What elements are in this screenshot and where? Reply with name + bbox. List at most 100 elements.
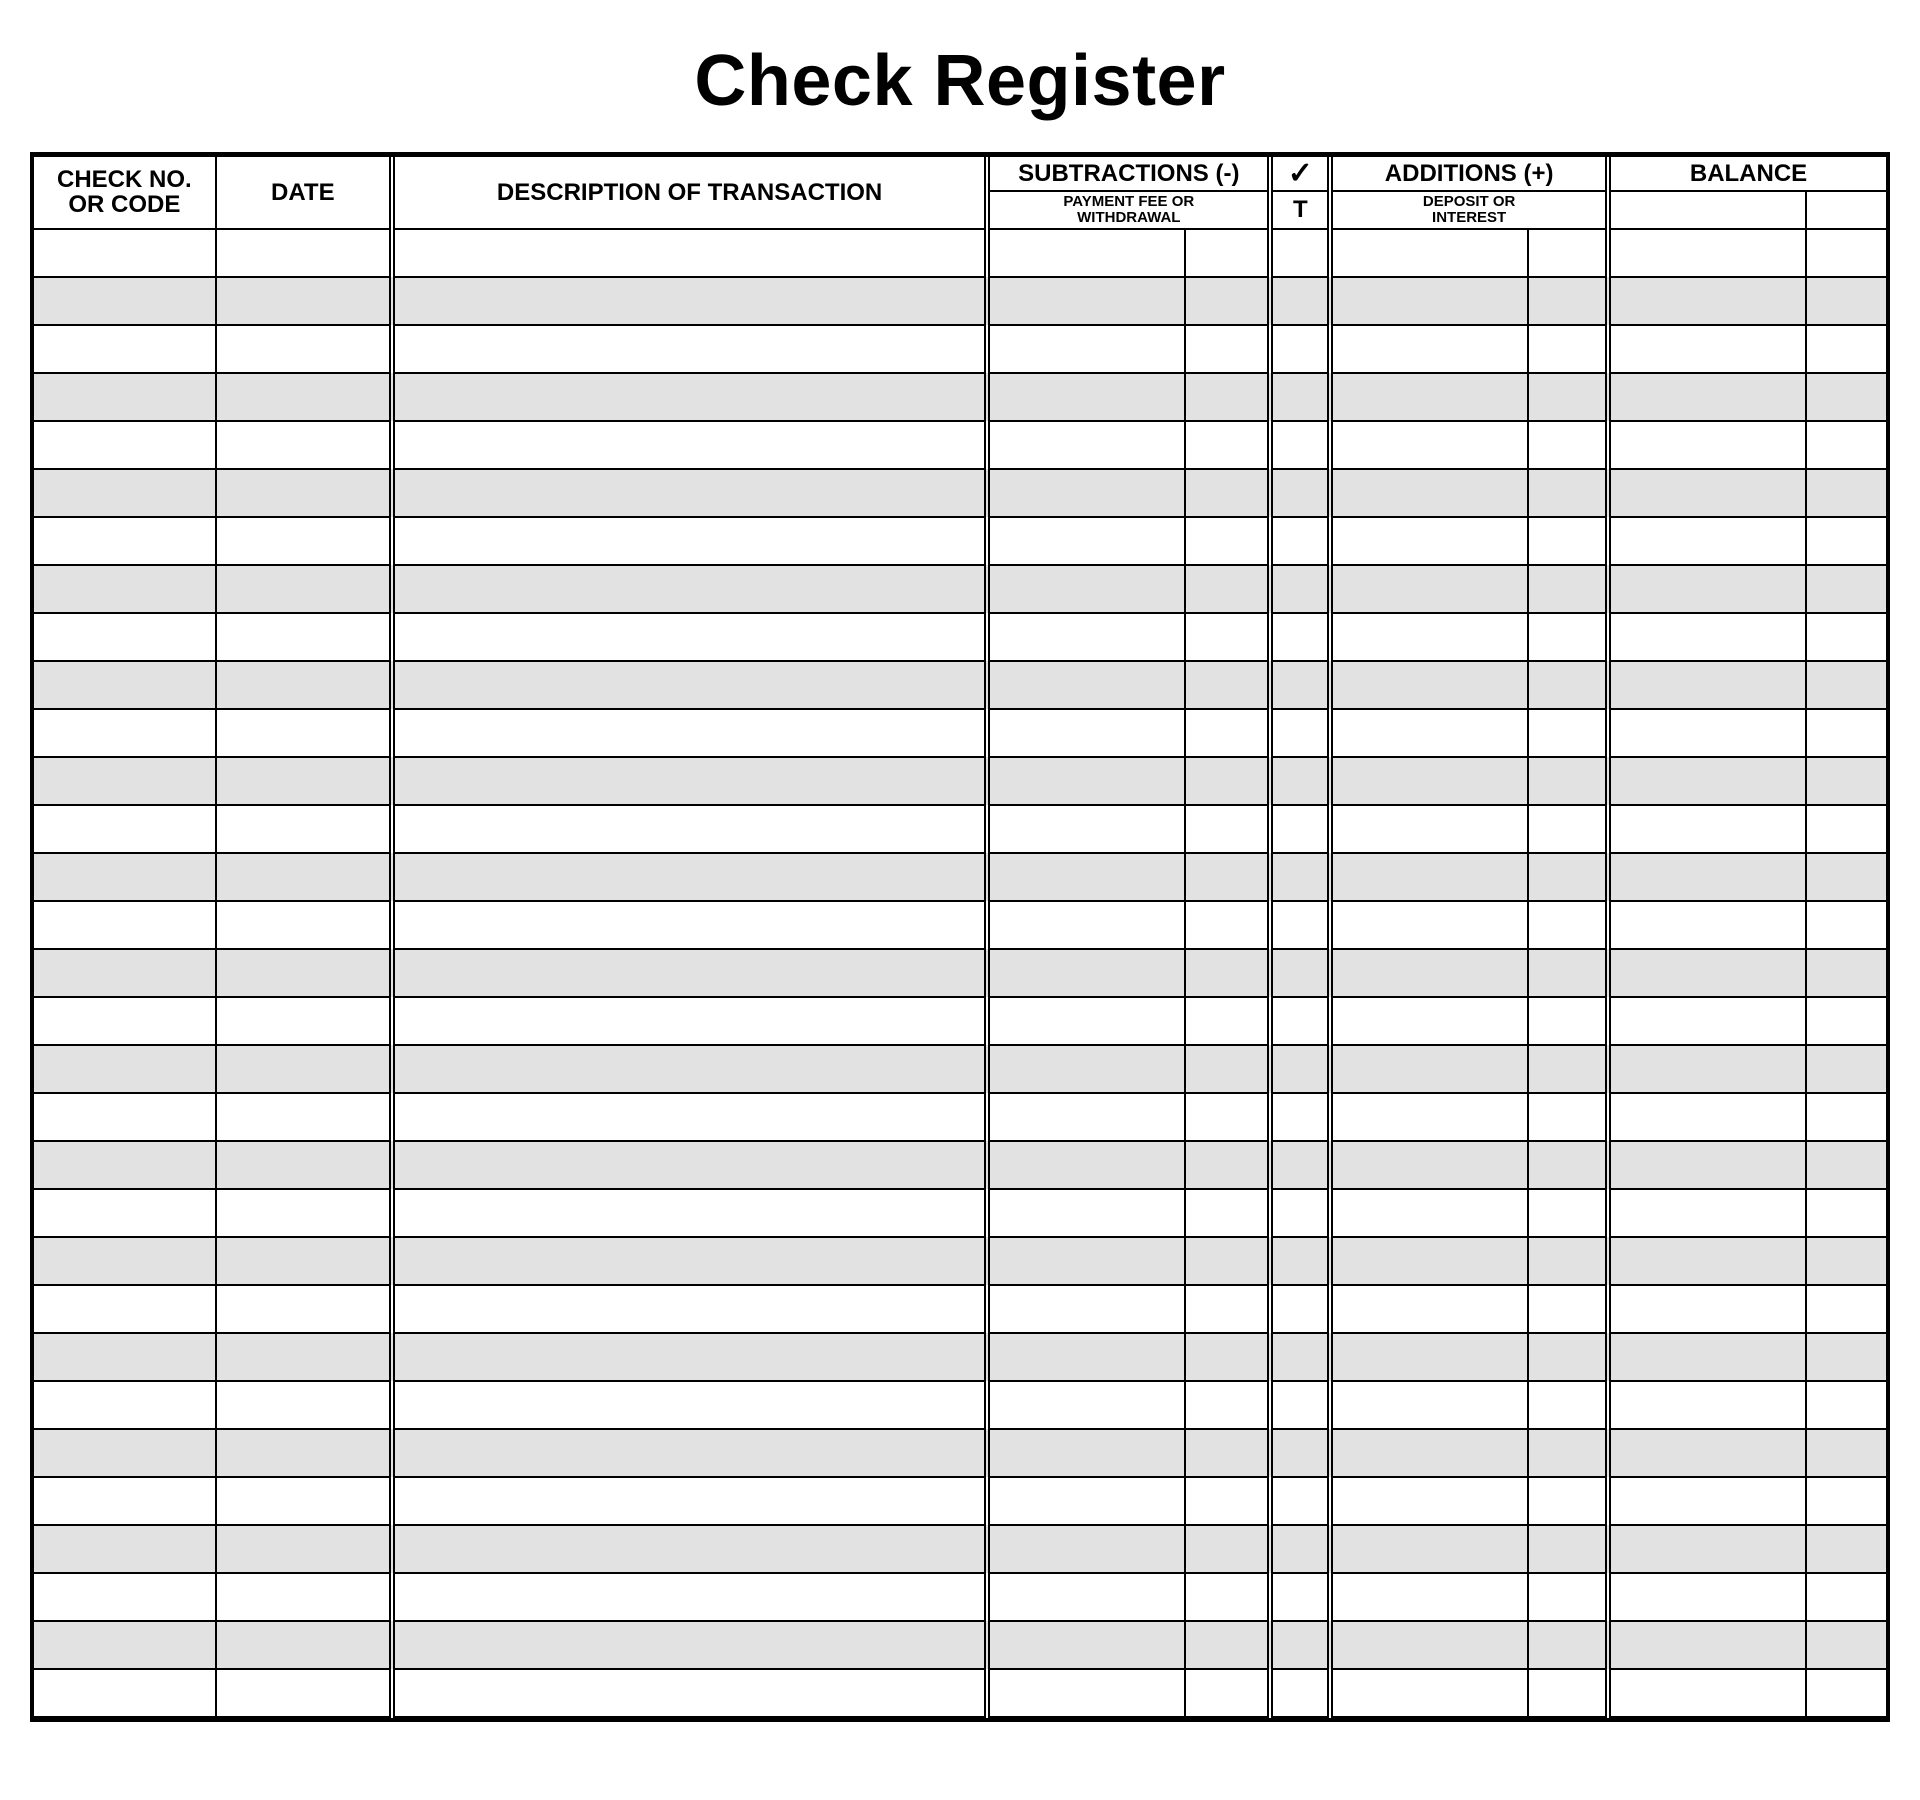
- cell[interactable]: [1270, 997, 1330, 1045]
- table-row[interactable]: [34, 1477, 1886, 1525]
- cell[interactable]: [1608, 1333, 1806, 1381]
- cell[interactable]: [1330, 1045, 1528, 1093]
- cell[interactable]: [216, 1237, 392, 1285]
- cell[interactable]: [1330, 1381, 1528, 1429]
- cell[interactable]: [1185, 1189, 1270, 1237]
- cell[interactable]: [34, 373, 216, 421]
- cell[interactable]: [1528, 1381, 1608, 1429]
- cell[interactable]: [1330, 421, 1528, 469]
- cell[interactable]: [1330, 1237, 1528, 1285]
- cell[interactable]: [1330, 661, 1528, 709]
- cell[interactable]: [1806, 1477, 1886, 1525]
- cell[interactable]: [1270, 1045, 1330, 1093]
- cell[interactable]: [216, 565, 392, 613]
- cell[interactable]: [1806, 565, 1886, 613]
- cell[interactable]: [34, 1045, 216, 1093]
- cell[interactable]: [1528, 1573, 1608, 1621]
- cell[interactable]: [34, 1189, 216, 1237]
- cell[interactable]: [1806, 1333, 1886, 1381]
- cell[interactable]: [34, 661, 216, 709]
- table-row[interactable]: [34, 1093, 1886, 1141]
- cell[interactable]: [1806, 1189, 1886, 1237]
- cell[interactable]: [1806, 1621, 1886, 1669]
- table-row[interactable]: [34, 565, 1886, 613]
- cell[interactable]: [1608, 1189, 1806, 1237]
- cell[interactable]: [1270, 1477, 1330, 1525]
- cell[interactable]: [987, 469, 1185, 517]
- cell[interactable]: [987, 661, 1185, 709]
- cell[interactable]: [392, 565, 987, 613]
- cell[interactable]: [1185, 661, 1270, 709]
- cell[interactable]: [1270, 421, 1330, 469]
- cell[interactable]: [34, 1285, 216, 1333]
- table-row[interactable]: [34, 1333, 1886, 1381]
- cell[interactable]: [1330, 373, 1528, 421]
- cell[interactable]: [216, 949, 392, 997]
- cell[interactable]: [987, 1093, 1185, 1141]
- cell[interactable]: [1270, 805, 1330, 853]
- cell[interactable]: [1330, 1621, 1528, 1669]
- cell[interactable]: [987, 565, 1185, 613]
- cell[interactable]: [34, 1429, 216, 1477]
- cell[interactable]: [216, 853, 392, 901]
- cell[interactable]: [34, 469, 216, 517]
- cell[interactable]: [392, 613, 987, 661]
- cell[interactable]: [216, 1285, 392, 1333]
- cell[interactable]: [216, 709, 392, 757]
- cell[interactable]: [216, 1093, 392, 1141]
- cell[interactable]: [1330, 997, 1528, 1045]
- cell[interactable]: [1528, 805, 1608, 853]
- cell[interactable]: [1608, 997, 1806, 1045]
- cell[interactable]: [1608, 1045, 1806, 1093]
- cell[interactable]: [216, 1141, 392, 1189]
- cell[interactable]: [1330, 613, 1528, 661]
- cell[interactable]: [1185, 613, 1270, 661]
- cell[interactable]: [34, 757, 216, 805]
- cell[interactable]: [1185, 325, 1270, 373]
- cell[interactable]: [1270, 1141, 1330, 1189]
- cell[interactable]: [34, 1333, 216, 1381]
- cell[interactable]: [1608, 805, 1806, 853]
- cell[interactable]: [1806, 277, 1886, 325]
- cell[interactable]: [34, 1141, 216, 1189]
- cell[interactable]: [1528, 1189, 1608, 1237]
- cell[interactable]: [1806, 469, 1886, 517]
- cell[interactable]: [34, 421, 216, 469]
- cell[interactable]: [1608, 1285, 1806, 1333]
- cell[interactable]: [1528, 997, 1608, 1045]
- cell[interactable]: [987, 901, 1185, 949]
- cell[interactable]: [1806, 805, 1886, 853]
- cell[interactable]: [1185, 1621, 1270, 1669]
- cell[interactable]: [1608, 613, 1806, 661]
- cell[interactable]: [987, 853, 1185, 901]
- cell[interactable]: [216, 373, 392, 421]
- cell[interactable]: [34, 1237, 216, 1285]
- cell[interactable]: [1330, 1141, 1528, 1189]
- cell[interactable]: [987, 1285, 1185, 1333]
- cell[interactable]: [1528, 1093, 1608, 1141]
- cell[interactable]: [216, 805, 392, 853]
- cell[interactable]: [1608, 421, 1806, 469]
- cell[interactable]: [392, 949, 987, 997]
- cell[interactable]: [216, 613, 392, 661]
- cell[interactable]: [34, 1669, 216, 1717]
- cell[interactable]: [34, 229, 216, 277]
- cell[interactable]: [216, 1333, 392, 1381]
- cell[interactable]: [1270, 1429, 1330, 1477]
- cell[interactable]: [1330, 1669, 1528, 1717]
- cell[interactable]: [1185, 709, 1270, 757]
- cell[interactable]: [1270, 901, 1330, 949]
- cell[interactable]: [216, 661, 392, 709]
- cell[interactable]: [1806, 901, 1886, 949]
- cell[interactable]: [216, 1525, 392, 1573]
- cell[interactable]: [1806, 1669, 1886, 1717]
- cell[interactable]: [392, 421, 987, 469]
- cell[interactable]: [1270, 229, 1330, 277]
- table-row[interactable]: [34, 853, 1886, 901]
- cell[interactable]: [1185, 1093, 1270, 1141]
- cell[interactable]: [1330, 1093, 1528, 1141]
- cell[interactable]: [34, 1477, 216, 1525]
- cell[interactable]: [34, 709, 216, 757]
- table-row[interactable]: [34, 469, 1886, 517]
- cell[interactable]: [34, 997, 216, 1045]
